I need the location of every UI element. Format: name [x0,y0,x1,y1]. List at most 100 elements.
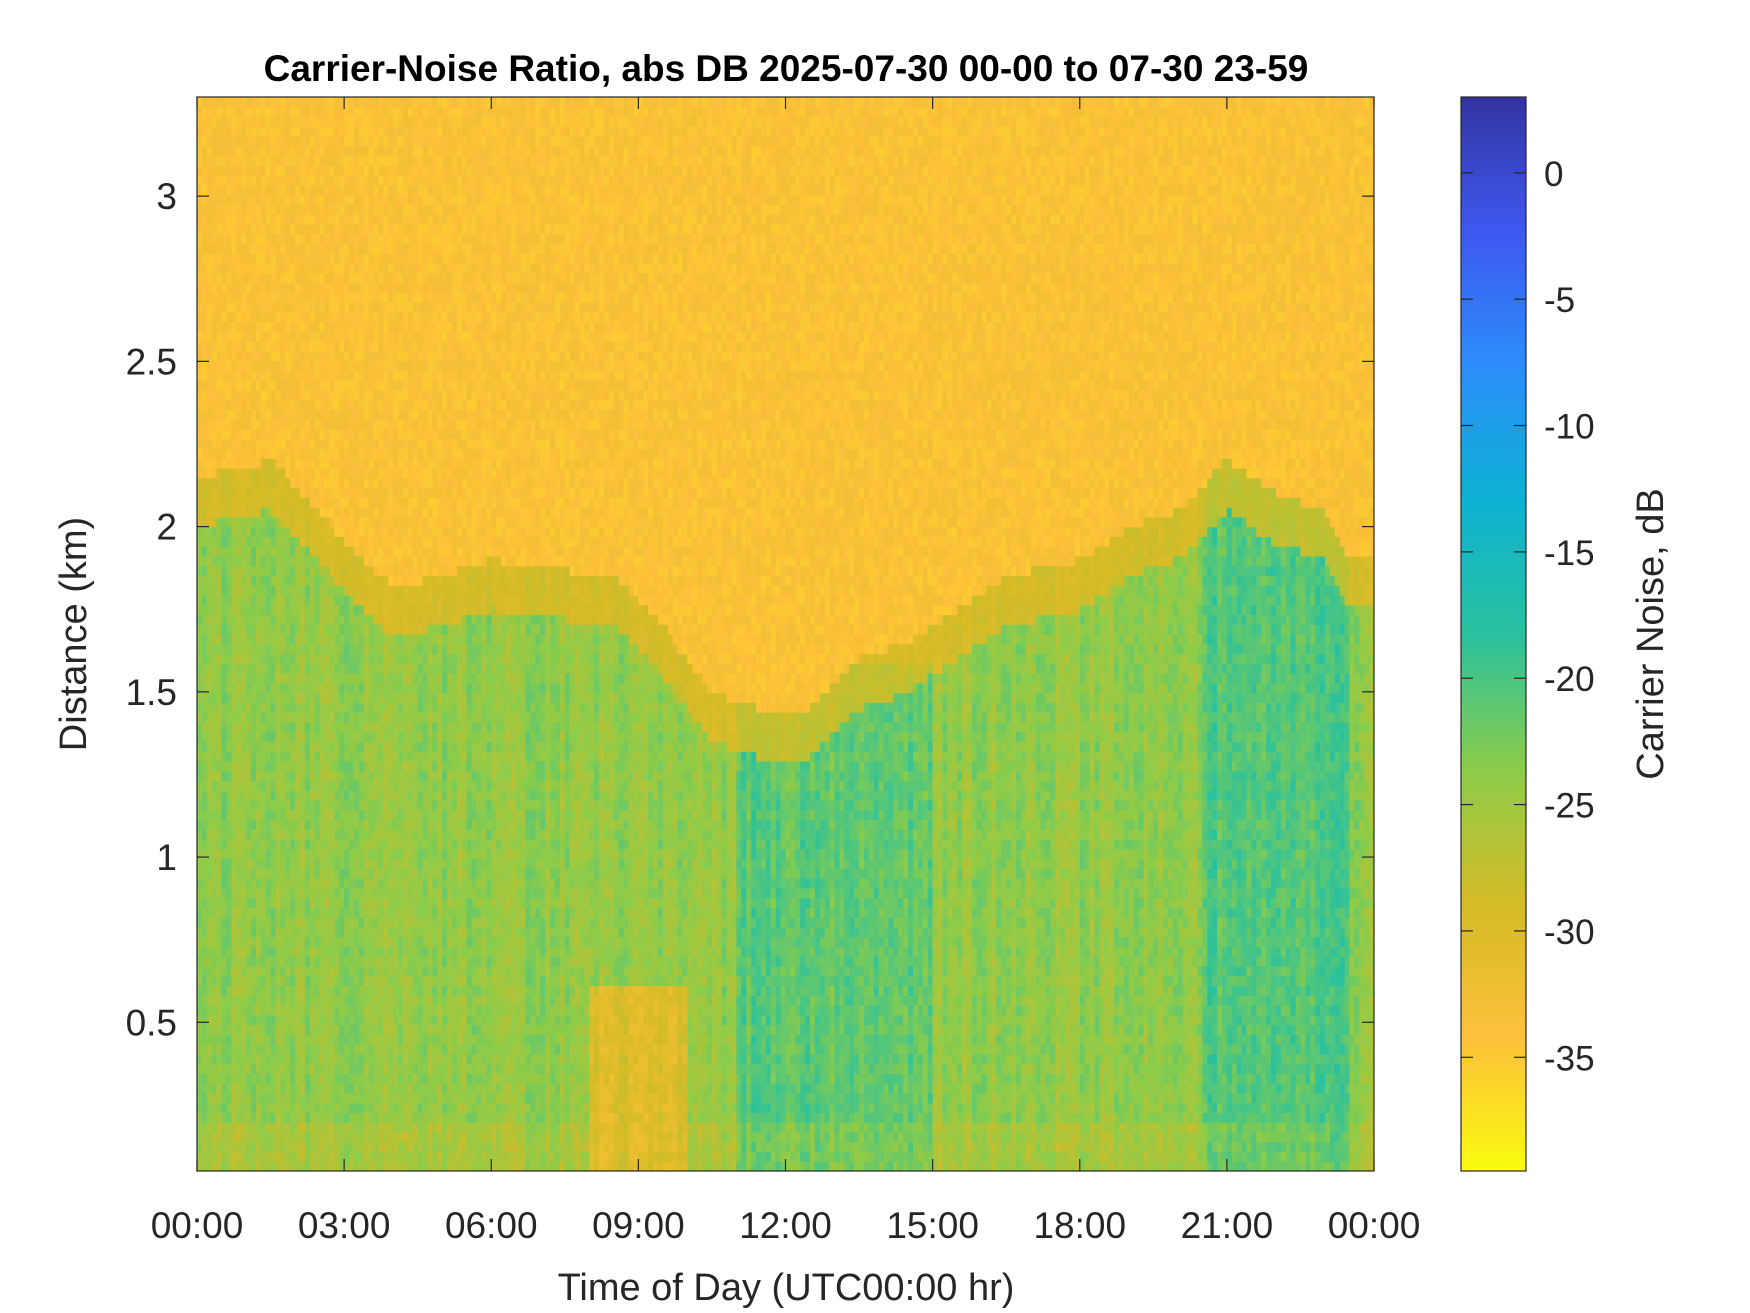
heatmap-cell [226,175,232,186]
heatmap-cell [402,878,409,889]
heatmap-cell [407,136,414,147]
heatmap-cell [226,907,232,918]
heatmap-cell [309,604,316,616]
heatmap-cell [211,712,218,723]
heatmap-cell [270,555,277,567]
heatmap-cell [206,721,213,733]
heatmap-cell [388,321,394,332]
heatmap-cell [299,643,306,655]
heatmap-cell [241,956,247,967]
heatmap-cell [383,1053,389,1065]
heatmap-cell [314,448,321,459]
heatmap-cell [299,487,306,498]
heatmap-cell [236,1044,242,1055]
heatmap-cell [211,272,218,284]
heatmap-cell [412,253,419,264]
heatmap-cell [349,858,355,869]
heatmap-cell [319,331,326,342]
heatmap-cell [285,634,291,645]
heatmap-cell [383,663,389,674]
heatmap-cell [231,272,237,284]
heatmap-cell [236,438,242,450]
heatmap-cell [339,97,345,108]
heatmap-cell [295,448,301,459]
heatmap-cell [216,1112,223,1123]
heatmap-cell [402,292,409,303]
heatmap-cell [211,985,218,996]
heatmap-cell [334,419,340,430]
heatmap-cell [280,985,286,996]
heatmap-cell [314,878,321,889]
heatmap-cell [211,624,218,635]
heatmap-cell [260,702,267,713]
heatmap-cell [236,819,242,830]
heatmap-cell [290,887,296,899]
heatmap-cell [226,731,232,742]
heatmap-cell [309,819,316,830]
heatmap-cell [319,136,326,147]
heatmap-cell [339,321,345,332]
heatmap-cell [319,965,326,977]
heatmap-cell [265,565,272,577]
heatmap-cell [373,1083,380,1094]
heatmap-cell [329,995,335,1006]
heatmap-cell [349,1044,355,1055]
heatmap-cell [324,1112,331,1123]
heatmap-cell [417,1102,424,1114]
heatmap-cell [236,194,242,205]
heatmap-cell [383,97,389,108]
heatmap-cell [206,829,213,840]
heatmap-cell [275,770,281,782]
heatmap-cell [255,1005,262,1016]
heatmap-cell [334,302,340,313]
heatmap-cell [226,878,232,889]
heatmap-cell [201,663,208,674]
heatmap-cell [201,673,208,684]
heatmap-cell [265,380,272,391]
heatmap-cell [353,682,360,694]
heatmap-cell [304,477,311,489]
heatmap-cell [216,97,223,108]
heatmap-cell [236,360,242,371]
heatmap-cell [206,214,213,225]
heatmap-cell [349,907,355,918]
heatmap-cell [353,468,360,479]
heatmap-cell [378,292,384,303]
heatmap-cell [402,136,409,147]
heatmap-cell [319,770,326,782]
heatmap-cell [226,965,232,977]
heatmap-cell [398,907,404,918]
heatmap-cell [250,565,257,577]
heatmap-cell [344,302,350,313]
heatmap-cell [339,819,345,830]
heatmap-cell [221,868,228,879]
heatmap-cell [398,624,404,635]
heatmap-cell [339,1151,345,1162]
heatmap-cell [241,565,247,577]
heatmap-cell [309,204,316,215]
heatmap-cell [285,936,291,948]
heatmap-cell [417,848,424,860]
heatmap-cell [344,243,350,254]
heatmap-cell [285,741,291,752]
heatmap-cell [236,809,242,821]
heatmap-cell [383,956,389,967]
heatmap-cell [358,663,365,674]
heatmap-cell [201,1034,208,1045]
heatmap-cell [270,1102,277,1114]
heatmap-cell [353,360,360,371]
heatmap-cell [270,399,277,411]
heatmap-cell [412,1053,419,1065]
heatmap-cell [275,848,281,860]
heatmap-cell [398,1014,404,1026]
heatmap-cell [304,829,311,840]
heatmap-cell [295,1092,301,1104]
heatmap-cell [211,1005,218,1016]
heatmap-cell [412,536,419,547]
heatmap-cell [314,155,321,166]
heatmap-cell [295,790,301,801]
heatmap-cell [280,936,286,948]
heatmap-cell [295,760,301,772]
heatmap-cell [349,936,355,948]
heatmap-cell [368,507,375,518]
